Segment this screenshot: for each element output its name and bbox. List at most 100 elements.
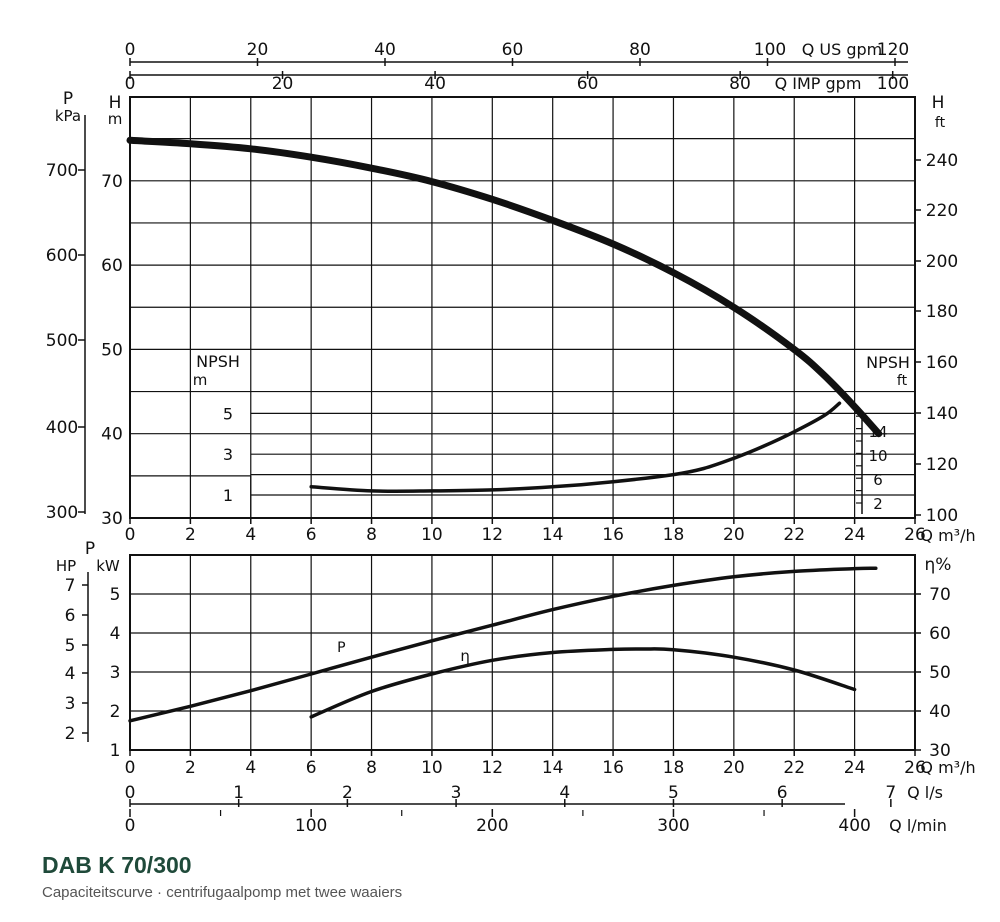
- kpa-tick-label: 300: [46, 503, 78, 523]
- ls-tick-label: 2: [342, 783, 353, 803]
- eta-axis-label: η%: [925, 555, 952, 575]
- npsh-m-tick-label: 3: [223, 445, 233, 464]
- head-ft-axis-label: H: [932, 93, 945, 113]
- power-curve: [128, 566, 878, 723]
- lmin-axis-label: Q l/min: [889, 816, 947, 835]
- kpa-tick-label: 400: [46, 418, 78, 438]
- x-tick-label-m3h: 12: [481, 525, 503, 545]
- x2-tick-label-m3h: 22: [783, 758, 805, 778]
- x2-tick-label-m3h: 26: [904, 758, 926, 778]
- head-m-tick-label: 40: [101, 425, 123, 445]
- head-npsh-panel: 0 2 4 6 8 10 12 14 16 18 20 22 24 26Q m³/h0 20 40 60 80 10…: [46, 40, 976, 545]
- head-ft-tick-label: 180: [926, 302, 958, 322]
- kpa-axis-label: P: [63, 89, 73, 109]
- head-m-tick-label: 70: [101, 172, 123, 192]
- ls-tick-label: 5: [668, 783, 679, 803]
- head-ft-tick-label: 120: [926, 455, 958, 475]
- x-tick-label-m3h: 2: [185, 525, 196, 545]
- us-gpm-tick-label: 120: [877, 40, 909, 60]
- x2-tick-label-m3h: 8: [366, 758, 377, 778]
- lmin-tick-label: 300: [657, 816, 689, 836]
- imp-gpm-axis-label: Q IMP gpm: [775, 74, 862, 93]
- hp-tick-label: 2: [65, 724, 76, 744]
- head-ft-tick-label: 160: [926, 353, 958, 373]
- x2-tick-label-m3h: 16: [602, 758, 624, 778]
- x-tick-label-m3h: 6: [306, 525, 317, 545]
- efficiency-curve-label: η: [460, 647, 470, 665]
- us-gpm-tick-label: 0: [125, 40, 136, 60]
- npsh-ft-tick-label: 6: [873, 471, 883, 489]
- x-tick-label-m3h: 24: [844, 525, 866, 545]
- x-tick-label-m3h: 14: [542, 525, 564, 545]
- hp-axis-label: HP: [56, 557, 76, 575]
- kw-unit: kW: [96, 557, 120, 575]
- us-gpm-tick-label: 20: [247, 40, 269, 60]
- head-curve: [126, 136, 883, 438]
- x-tick-label-m3h: 10: [421, 525, 443, 545]
- us-gpm-tick-label: 80: [629, 40, 651, 60]
- lower-plot-frame: [129, 554, 916, 751]
- kw-tick-label: 4: [110, 624, 121, 644]
- power-efficiency-panel: 0 2 4 6 8 10 12 14 16 18 20 22 24 26Q m³/h0 1 2 3 4 5 6 7 Q l…: [56, 539, 976, 836]
- head-m-axis-label: H: [109, 93, 122, 113]
- hp-tick-label: 5: [65, 636, 76, 656]
- x2-tick-label-m3h: 0: [125, 758, 136, 778]
- head-m-tick-label: 30: [101, 509, 123, 529]
- chart-title: DAB K 70/300: [42, 852, 192, 878]
- kw-tick-label: 3: [110, 663, 121, 683]
- lmin-tick-label: 200: [476, 816, 508, 836]
- kpa-tick-label: 500: [46, 331, 78, 351]
- npsh-ft-tick-label: 10: [868, 447, 887, 465]
- x2-tick-label-m3h: 18: [663, 758, 685, 778]
- x2-tick-label-m3h: 4: [245, 758, 256, 778]
- npsh-ft-unit: ft: [897, 373, 908, 389]
- head-m-tick-label: 60: [101, 256, 123, 276]
- head-ft-tick-label: 200: [926, 252, 958, 272]
- x-tick-label-m3h: 18: [663, 525, 685, 545]
- eta-tick-label: 70: [929, 585, 951, 605]
- ls-tick-label: 0: [125, 783, 136, 803]
- x-tick-label-m3h: 0: [125, 525, 136, 545]
- kpa-tick-label: 700: [46, 161, 78, 181]
- lmin-tick-label: 0: [125, 816, 136, 836]
- npsh-m-tick-label: 5: [223, 404, 233, 423]
- us-gpm-tick-label: 100: [754, 40, 786, 60]
- head-m-unit: m: [108, 110, 123, 128]
- lmin-tick-label: 100: [295, 816, 327, 836]
- x-tick-label-m3h: 16: [602, 525, 624, 545]
- x-axis-label-m3h: Q m³/h: [920, 526, 975, 545]
- x2-tick-label-m3h: 10: [421, 758, 443, 778]
- us-gpm-tick-label: 40: [374, 40, 396, 60]
- pump-performance-chart: 0 2 4 6 8 10 12 14 16 18 20 22 24 26Q m³/h0 20 40 60 80 10…: [46, 40, 976, 836]
- imp-gpm-tick-label: 100: [877, 74, 909, 94]
- kw-tick-label: 5: [110, 585, 121, 605]
- hp-tick-label: 3: [65, 694, 76, 714]
- eta-tick-label: 50: [929, 663, 951, 683]
- efficiency-curve: [309, 647, 857, 719]
- hp-tick-label: 6: [65, 606, 76, 626]
- head-ft-tick-label: 240: [926, 151, 958, 171]
- kpa-unit: kPa: [55, 107, 81, 125]
- ls-tick-label: 3: [451, 783, 462, 803]
- x2-tick-label-m3h: 14: [542, 758, 564, 778]
- hp-tick-label: 7: [65, 576, 76, 596]
- x2-tick-label-m3h: 2: [185, 758, 196, 778]
- head-m-tick-label: 50: [101, 340, 123, 360]
- head-ft-unit: ft: [935, 115, 946, 131]
- power-curve-label: P: [337, 640, 345, 656]
- npsh-m-axis-label: NPSH: [196, 352, 240, 371]
- imp-gpm-tick-label: 0: [125, 74, 136, 94]
- x2-axis-label-m3h: Q m³/h: [920, 758, 975, 777]
- head-ft-tick-label: 140: [926, 404, 958, 424]
- npsh-ft-tick-label: 2: [873, 495, 883, 513]
- eta-tick-label: 30: [929, 741, 951, 761]
- kw-tick-label: 1: [110, 741, 121, 761]
- kw-axis-label-p: P: [85, 539, 95, 559]
- us-gpm-axis-label: Q US gpm: [802, 40, 883, 59]
- chart-subtitle: Capaciteitscurve · centrifugaalpomp met …: [42, 884, 403, 901]
- npsh-m-unit: m: [193, 371, 208, 389]
- lmin-tick-label: 400: [838, 816, 870, 836]
- ls-tick-label: 1: [233, 783, 244, 803]
- x2-tick-label-m3h: 20: [723, 758, 745, 778]
- imp-gpm-tick-label: 60: [577, 74, 599, 94]
